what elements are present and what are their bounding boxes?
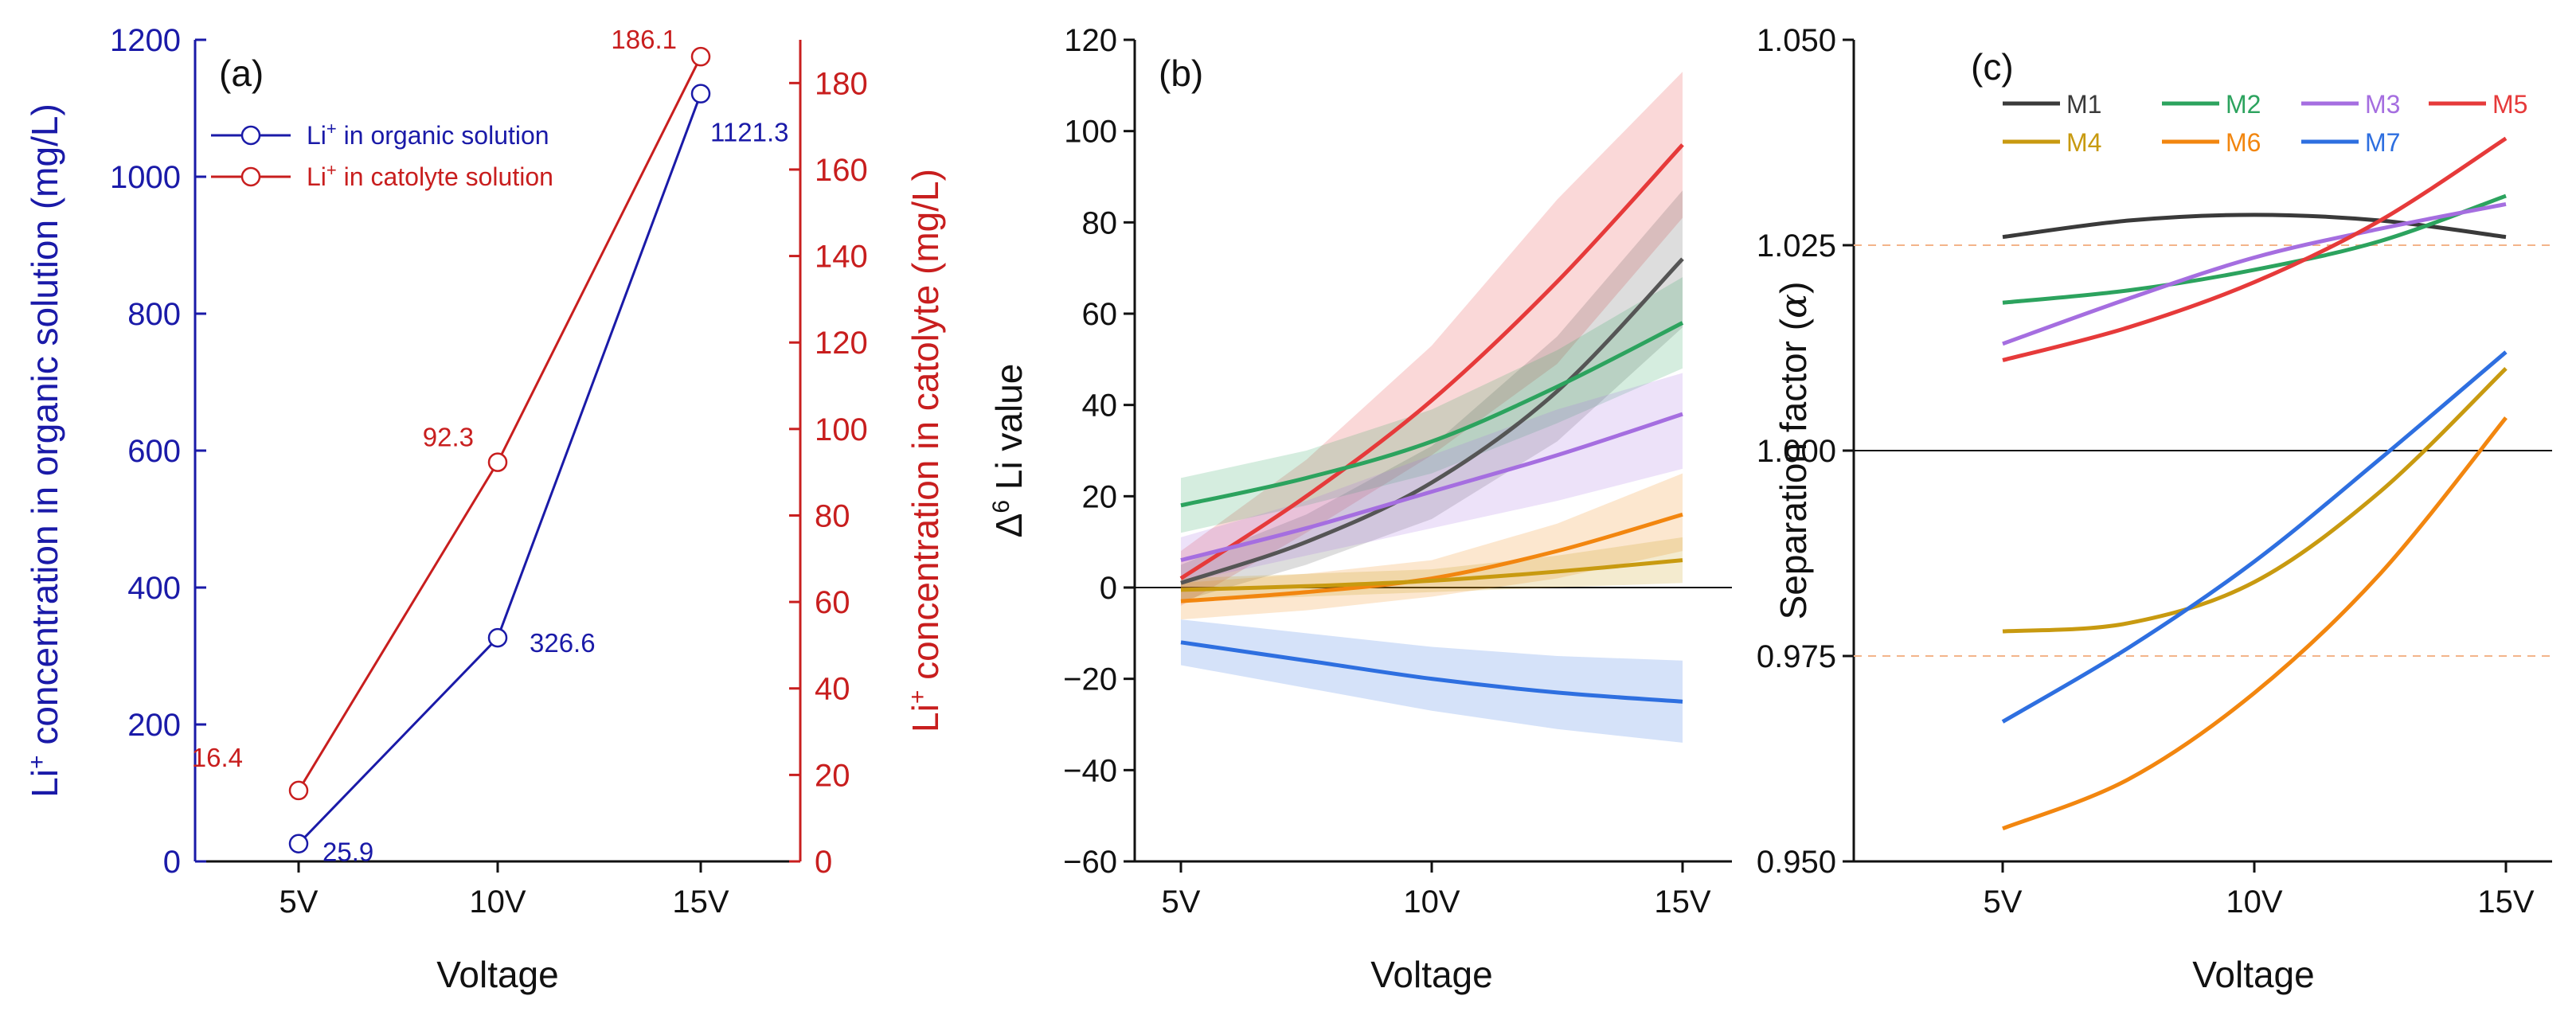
panel-label: (b): [1159, 53, 1203, 94]
legend-marker: [240, 125, 261, 146]
panel-label: (a): [219, 53, 264, 94]
data-point: [487, 452, 508, 472]
data-point: [288, 834, 309, 853]
confidence-band-m3: [1181, 373, 1683, 584]
legend-entry-m3: M3: [2365, 90, 2400, 119]
confidence-band-m6: [1181, 473, 1683, 620]
left-tick-label: 800: [127, 297, 181, 332]
y-tick-label: 20: [1082, 479, 1118, 514]
y-tick-label: 0.975: [1757, 639, 1836, 674]
x-axis-label: Voltage: [2192, 954, 2314, 995]
y-tick-label: −60: [1063, 845, 1117, 880]
confidence-band-m7: [1181, 619, 1683, 743]
right-tick-label: 120: [815, 326, 868, 361]
left-tick-label: 0: [163, 845, 181, 880]
y-axis-label: Δ6 Li value: [988, 364, 1030, 538]
x-tick-label: 15V: [1654, 884, 1710, 920]
x-tick-label: 15V: [2477, 884, 2534, 920]
data-label: 92.3: [423, 423, 474, 452]
x-tick-label: 5V: [1984, 884, 2023, 920]
legend-entry: Li+ in organic solution: [307, 119, 549, 150]
right-tick-label: 0: [815, 845, 832, 880]
series-line-m2: [1180, 321, 1684, 508]
series-line-m3: [1180, 412, 1683, 563]
data-point: [288, 780, 309, 801]
y-tick-label: 80: [1082, 205, 1118, 240]
left-tick-label: 600: [127, 434, 181, 469]
legend-entry-m1: M1: [2066, 90, 2101, 119]
left-tick-label: 200: [127, 708, 181, 743]
y-tick-label: 120: [1064, 23, 1117, 58]
legend-entry-m4: M4: [2066, 128, 2101, 157]
x-tick-label: 10V: [469, 884, 526, 920]
series-line-m5: [1179, 143, 1684, 580]
series-line-m4: [2002, 367, 2508, 634]
y-tick-label: 60: [1082, 297, 1118, 332]
y-tick-label: −20: [1063, 662, 1117, 697]
panel-c: 0.950 0.975 1.000 1.025 1.050 5V 10V 15V Voltage…: [1757, 23, 2552, 995]
confidence-band-m5: [1181, 72, 1683, 606]
series-line-m4: [1180, 558, 1683, 592]
x-tick-label: 5V: [1162, 884, 1201, 920]
legend-entry-m7: M7: [2365, 128, 2400, 157]
legend-entry: Li+ in catolyte solution: [307, 160, 553, 192]
y-tick-label: 0.950: [1757, 845, 1836, 880]
y-tick-label: −40: [1063, 753, 1117, 788]
data-label: 1121.3: [710, 118, 788, 147]
y-tick-label: 40: [1082, 389, 1118, 424]
series-line-m6: [2002, 416, 2508, 831]
panel-b: −60 −40 −20 0 20 40 60 80 100 120 5V 10V 15V Voltage Δ…: [988, 23, 1732, 995]
legend-marker: [240, 166, 261, 187]
y-tick-label: 100: [1064, 115, 1117, 150]
right-tick-label: 80: [815, 498, 850, 533]
data-point: [690, 46, 711, 67]
y-tick-label: 1.050: [1757, 23, 1836, 58]
data-label: 326.6: [530, 628, 596, 658]
confidence-band-m2: [1181, 277, 1683, 533]
right-tick-label: 180: [815, 66, 868, 101]
y-tick-label: 1.000: [1757, 434, 1836, 469]
series-line-m7: [1180, 640, 1683, 704]
confidence-band-m1: [1181, 190, 1683, 602]
right-tick-label: 60: [815, 585, 850, 620]
y-tick-label: 1.025: [1757, 228, 1836, 264]
series-line-m5: [2002, 136, 2508, 362]
series-line-m2: [2002, 193, 2507, 305]
x-axis-label: Voltage: [1370, 954, 1492, 995]
legend-entry-m5: M5: [2492, 90, 2527, 119]
left-tick-label: 1200: [110, 23, 181, 58]
x-axis-label: Voltage: [436, 954, 558, 995]
right-axis-label: Li+ concentration in catolyte (mg/L): [905, 169, 947, 732]
right-tick-label: 160: [815, 153, 868, 188]
data-label: 16.4: [192, 743, 243, 772]
data-point: [487, 627, 508, 648]
y-axis-label: Separation factor (α): [1772, 282, 1815, 620]
left-axis-label: Li+ concentration in organic solution (m…: [24, 103, 66, 798]
x-tick-label: 5V: [279, 884, 319, 920]
panel-a: 0 200 400 600 800 1000 1200 0 20 40 60 80 100 120 140 1…: [24, 23, 947, 995]
left-tick-label: 1000: [110, 160, 181, 195]
right-tick-label: 20: [815, 758, 850, 793]
x-tick-label: 10V: [2226, 884, 2282, 920]
left-tick-label: 400: [127, 571, 181, 606]
x-tick-label: 15V: [672, 884, 729, 920]
panel-label: (c): [1971, 46, 2014, 88]
series-line-m1: [1180, 257, 1684, 585]
legend-entry-m2: M2: [2226, 90, 2261, 119]
x-tick-label: 10V: [1403, 884, 1460, 920]
series-line-m3: [2002, 201, 2507, 346]
data-label: 186.1: [611, 25, 677, 54]
right-tick-label: 40: [815, 672, 850, 707]
series-line-m7: [2001, 350, 2508, 724]
y-tick-label: 0: [1100, 571, 1117, 606]
legend-entry-m6: M6: [2226, 128, 2261, 157]
right-tick-label: 140: [815, 240, 868, 275]
data-label: 25.9: [322, 838, 373, 867]
right-tick-label: 100: [815, 412, 868, 447]
data-point: [690, 84, 711, 103]
series-line-m6: [1180, 512, 1683, 603]
